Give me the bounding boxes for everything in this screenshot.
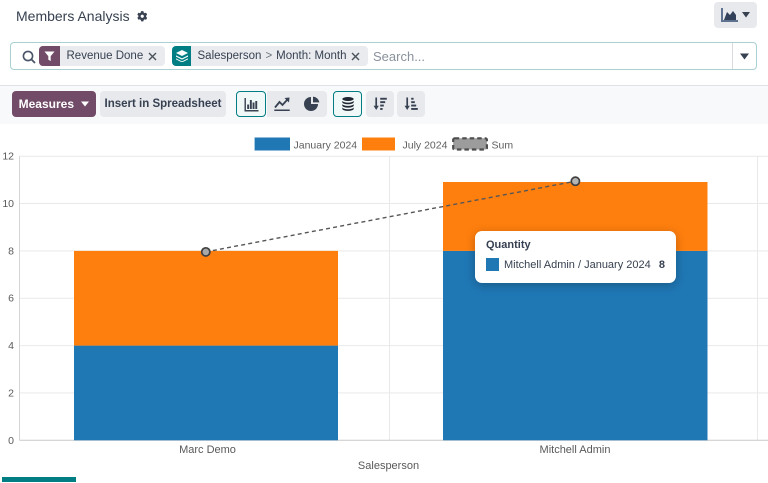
svg-text:January 2024: January 2024 [294,140,358,152]
svg-text:July 2024: July 2024 [403,140,448,152]
svg-text:Marc Demo: Marc Demo [179,444,236,456]
svg-text:0: 0 [8,435,14,447]
svg-text:Mitchell Admin: Mitchell Admin [540,444,611,456]
svg-text:6: 6 [8,293,14,305]
svg-text:12: 12 [2,151,14,163]
svg-text:2: 2 [8,387,14,399]
svg-text:Sum: Sum [492,140,514,152]
svg-text:10: 10 [2,198,14,210]
svg-text:Salesperson: Salesperson [358,460,419,472]
svg-text:8: 8 [8,245,14,257]
svg-text:4: 4 [8,340,14,352]
